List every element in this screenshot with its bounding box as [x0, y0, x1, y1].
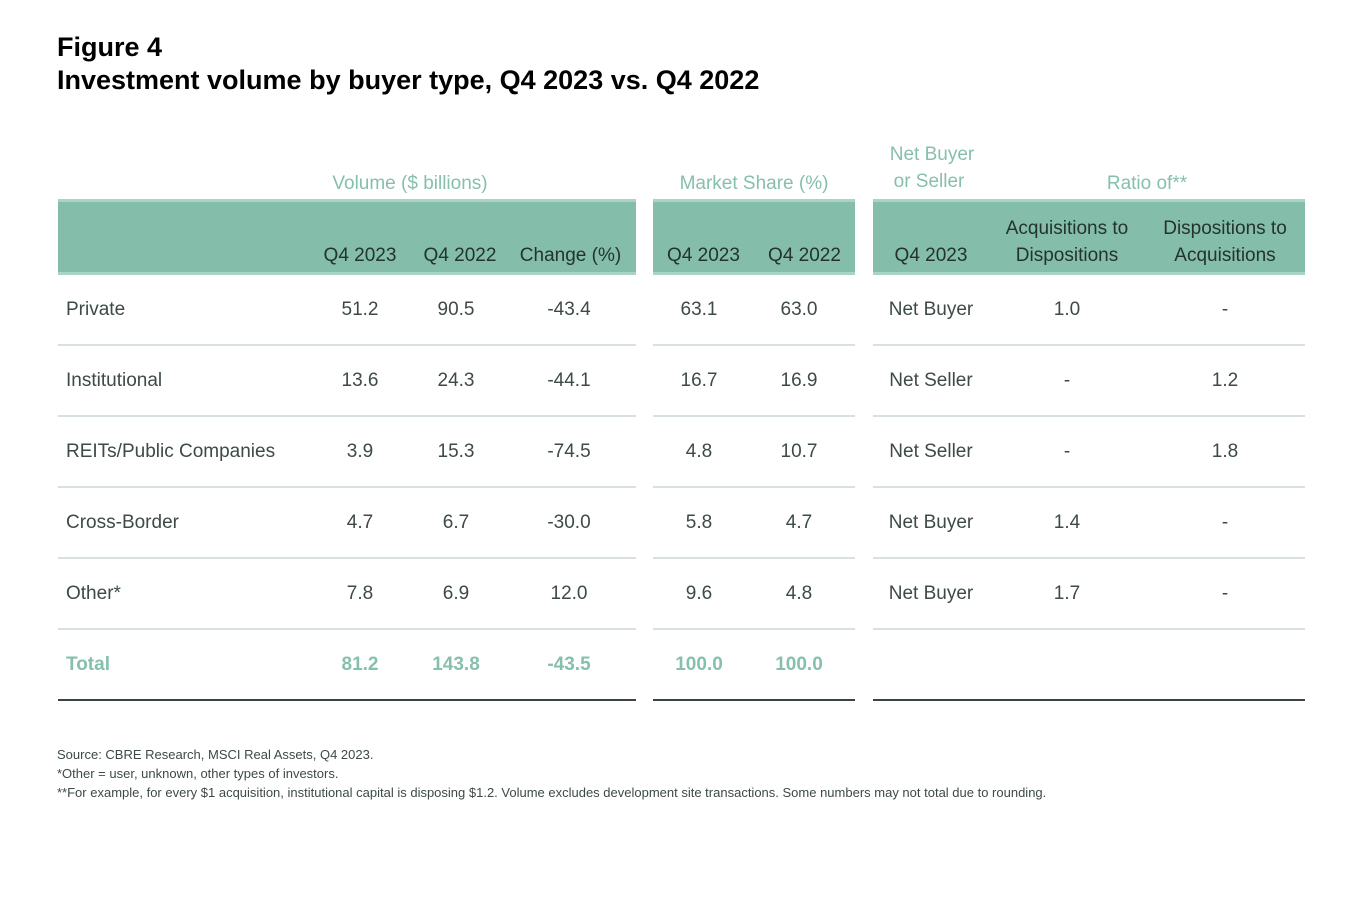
net-ratio-header-band: Q4 2023 Acquisitions to Dispositions Dis… — [873, 199, 1305, 275]
vol-change-cell: -43.4 — [547, 299, 591, 320]
footnotes: Source: CBRE Research, MSCI Real Assets,… — [57, 745, 1046, 802]
table-row: Cross-Border 4.7 6.7 -30.0 — [58, 488, 636, 559]
volume-header-band: Q4 2023 Q4 2022 Change (%) — [58, 199, 636, 275]
vol-change-cell: -44.1 — [547, 370, 591, 391]
volume-panel: Q4 2023 Q4 2022 Change (%) Private 51.2 90… — [58, 199, 636, 702]
vol-change-cell: -30.0 — [547, 512, 591, 533]
table-row: Institutional 13.6 24.3 -44.1 — [58, 346, 636, 417]
net-status-cell: Net Seller — [889, 370, 973, 391]
net-header-line1: Net Buyer — [889, 144, 975, 165]
vol-q4-2022-cell: 24.3 — [437, 370, 475, 391]
ms-q4-2022-cell: 4.7 — [785, 512, 813, 533]
col-acq-line2: Dispositions — [1015, 245, 1119, 266]
volume-group-header: Volume ($ billions) — [332, 173, 488, 194]
vol-change-cell: -74.5 — [547, 441, 591, 462]
ms-q4-2022-cell: 10.7 — [780, 441, 818, 462]
disp-ratio-cell: 1.8 — [1211, 441, 1239, 462]
col-disp-to-acq: Dispositions to Acquisitions — [1147, 215, 1303, 269]
figure-label: Figure 4 — [57, 32, 163, 62]
net-buyer-seller-group-header: Net Buyer or Seller — [873, 141, 991, 195]
ms-q4-2022-cell: 100.0 — [775, 654, 823, 675]
table-row: Net Seller - 1.8 — [873, 417, 1305, 488]
col-net-q4-2023: Q4 2023 — [894, 245, 968, 266]
col-acq-line1: Acquisitions to — [1005, 218, 1129, 239]
col-acq-to-disp: Acquisitions to Dispositions — [989, 215, 1145, 269]
table-row: Net Buyer 1.7 - — [873, 559, 1305, 630]
col-ms-q4-2023: Q4 2023 — [667, 245, 740, 266]
table-row: 63.1 63.0 — [653, 275, 855, 346]
table-row: Net Seller - 1.2 — [873, 346, 1305, 417]
table-row: Net Buyer 1.4 - — [873, 488, 1305, 559]
vol-q4-2023-cell: 51.2 — [341, 299, 379, 320]
net-header-line2: or Seller — [893, 171, 965, 192]
table-row: 4.8 10.7 — [653, 417, 855, 488]
ms-q4-2023-cell: 5.8 — [685, 512, 713, 533]
buyer-type-cell: REITs/Public Companies — [66, 441, 276, 462]
table-row: Private 51.2 90.5 -43.4 — [58, 275, 636, 346]
disp-ratio-cell: - — [1221, 299, 1229, 320]
buyer-type-cell: Institutional — [66, 370, 163, 391]
vol-q4-2023-cell: 81.2 — [341, 654, 379, 675]
ms-q4-2023-cell: 16.7 — [680, 370, 718, 391]
acq-ratio-cell: 1.4 — [1053, 512, 1081, 533]
col-disp-line2: Acquisitions — [1174, 245, 1276, 266]
acq-ratio-cell: - — [1063, 441, 1071, 462]
vol-q4-2022-cell: 6.9 — [442, 583, 470, 604]
vol-change-cell: -43.5 — [547, 654, 591, 675]
table-row: Net Buyer 1.0 - — [873, 275, 1305, 346]
table-row: Other* 7.8 6.9 12.0 — [58, 559, 636, 630]
table-row: 16.7 16.9 — [653, 346, 855, 417]
total-row: 100.0 100.0 — [653, 630, 855, 701]
vol-q4-2022-cell: 90.5 — [437, 299, 475, 320]
net-status-cell: Net Buyer — [888, 583, 974, 604]
ms-q4-2023-cell: 63.1 — [680, 299, 718, 320]
ms-q4-2023-cell: 4.8 — [685, 441, 713, 462]
buyer-type-cell: Cross-Border — [66, 512, 179, 533]
acq-ratio-cell: 1.0 — [1053, 299, 1081, 320]
market-share-header-band: Q4 2023 Q4 2022 — [653, 199, 855, 275]
col-vol-change: Change (%) — [519, 245, 622, 266]
ms-q4-2023-cell: 9.6 — [685, 583, 713, 604]
col-vol-q4-2023: Q4 2023 — [323, 245, 397, 266]
footnote-ratio: **For example, for every $1 acquisition,… — [57, 785, 1047, 800]
net-status-cell: Net Buyer — [888, 512, 974, 533]
footnote-other: *Other = user, unknown, other types of i… — [57, 766, 339, 781]
col-vol-q4-2022: Q4 2022 — [423, 245, 497, 266]
figure-title: Investment volume by buyer type, Q4 2023… — [57, 65, 760, 95]
buyer-type-cell: Private — [66, 299, 126, 320]
ms-q4-2022-cell: 63.0 — [780, 299, 818, 320]
acq-ratio-cell: - — [1063, 370, 1071, 391]
market-share-panel: Q4 2023 Q4 2022 63.1 63.0 16.7 16.9 4.8 10.7 5… — [653, 199, 855, 702]
buyer-type-cell: Other* — [66, 583, 121, 604]
ms-q4-2023-cell: 100.0 — [675, 654, 723, 675]
disp-ratio-cell: - — [1221, 583, 1229, 604]
col-disp-line1: Dispositions to — [1163, 218, 1287, 239]
ms-q4-2022-cell: 16.9 — [780, 370, 818, 391]
footnote-source: Source: CBRE Research, MSCI Real Assets,… — [57, 747, 374, 762]
vol-q4-2022-cell: 15.3 — [437, 441, 475, 462]
vol-q4-2023-cell: 3.9 — [346, 441, 374, 462]
vol-q4-2023-cell: 7.8 — [346, 583, 374, 604]
net-ratio-panel: Q4 2023 Acquisitions to Dispositions Dis… — [873, 199, 1305, 702]
vol-q4-2022-cell: 6.7 — [442, 512, 470, 533]
ratio-group-header: Ratio of** — [1106, 173, 1188, 194]
disp-ratio-cell: 1.2 — [1211, 370, 1239, 391]
vol-q4-2023-cell: 13.6 — [341, 370, 379, 391]
acq-ratio-cell: 1.7 — [1053, 583, 1081, 604]
buyer-type-cell: Total — [66, 654, 110, 675]
table-row: 9.6 4.8 — [653, 559, 855, 630]
ms-q4-2022-cell: 4.8 — [785, 583, 813, 604]
vol-q4-2023-cell: 4.7 — [346, 512, 374, 533]
net-status-cell: Net Seller — [889, 441, 973, 462]
total-row — [873, 630, 1305, 701]
col-ms-q4-2022: Q4 2022 — [768, 245, 841, 266]
total-row: Total 81.2 143.8 -43.5 — [58, 630, 636, 701]
net-status-cell: Net Buyer — [888, 299, 974, 320]
market-share-group-header: Market Share (%) — [679, 173, 829, 194]
vol-q4-2022-cell: 143.8 — [432, 654, 480, 675]
table-row: 5.8 4.7 — [653, 488, 855, 559]
table-row: REITs/Public Companies 3.9 15.3 -74.5 — [58, 417, 636, 488]
disp-ratio-cell: - — [1221, 512, 1229, 533]
vol-change-cell: 12.0 — [550, 583, 588, 604]
